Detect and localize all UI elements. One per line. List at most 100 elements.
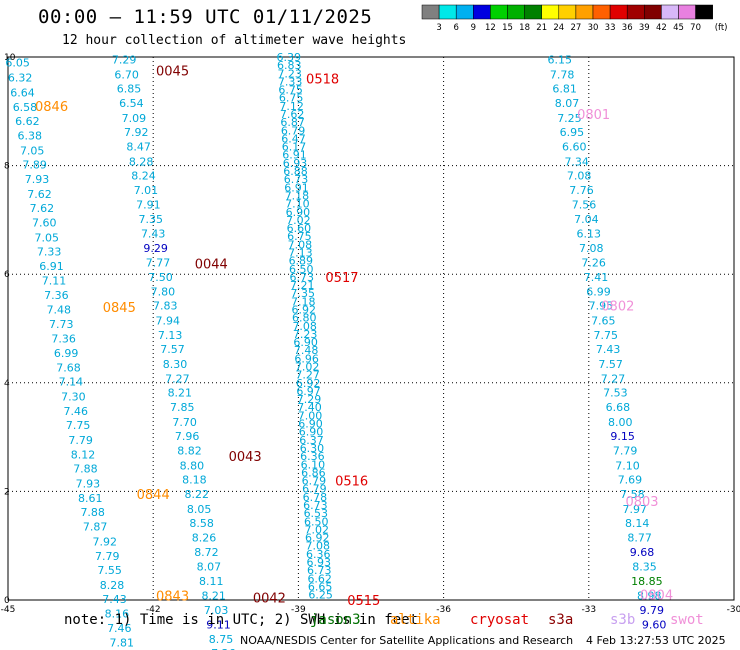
swh-value: 6.38 xyxy=(18,130,43,143)
pass-time-label: 0043 xyxy=(229,450,262,465)
scale-label: 39 xyxy=(639,23,650,33)
swh-value: 6.15 xyxy=(548,54,573,67)
pass-time-label: 0846 xyxy=(35,100,68,115)
swh-value: 8.07 xyxy=(197,560,222,573)
swh-value: 8.26 xyxy=(192,532,217,545)
swh-value: 7.58 xyxy=(620,488,645,501)
scale-label: 33 xyxy=(605,23,616,33)
scale-label: 3 xyxy=(436,23,441,33)
x-tick-label: -42 xyxy=(146,605,161,615)
pass-time-label: 0802 xyxy=(601,300,634,315)
swh-value: 7.02 xyxy=(295,361,320,374)
swh-value: 6.92 xyxy=(296,377,321,390)
swh-value: 6.62 xyxy=(15,115,40,128)
swh-value: 6.79 xyxy=(302,483,327,496)
swh-value: 7.95 xyxy=(589,300,614,313)
swh-value: 7.27 xyxy=(295,369,320,382)
swh-value: 9.11 xyxy=(206,618,231,631)
swh-value: 7.78 xyxy=(550,68,575,81)
pass-time-label: 0843 xyxy=(156,590,189,605)
swh-value: 6.91 xyxy=(39,260,64,273)
swh-value: 6.87 xyxy=(280,116,305,129)
swh-value: 6.13 xyxy=(577,227,602,240)
scale-label: 36 xyxy=(622,23,633,33)
scale-label: 42 xyxy=(656,23,667,33)
swh-value: 6.47 xyxy=(281,132,306,145)
swh-value: 7.88 xyxy=(73,463,98,476)
swh-value: 6.17 xyxy=(282,141,307,154)
swh-value: 6.99 xyxy=(586,286,611,299)
swh-value: 7.05 xyxy=(20,144,45,157)
swh-value: 8.07 xyxy=(555,97,580,110)
swh-value: 6.91 xyxy=(282,149,307,162)
scale-swatch xyxy=(421,4,440,20)
swh-value: 7.96 xyxy=(175,430,200,443)
pass-time-label: 0803 xyxy=(625,495,658,510)
satellite-legend-item: s3b xyxy=(610,612,636,628)
scale-label: 9 xyxy=(471,23,476,33)
y-tick-label: 4 xyxy=(4,379,10,389)
swh-value: 7.92 xyxy=(124,126,149,139)
swh-value: 6.25 xyxy=(308,589,333,602)
swh-value: 7.30 xyxy=(61,390,86,403)
swh-value: 7.08 xyxy=(292,320,317,333)
swh-value: 8.11 xyxy=(199,575,224,588)
swh-value: 7.11 xyxy=(42,275,67,288)
swh-value: 6.68 xyxy=(606,401,631,414)
pass-time-label: 0044 xyxy=(195,257,228,272)
y-tick-label: 2 xyxy=(4,487,10,497)
swh-value: 8.30 xyxy=(163,358,188,371)
swh-value: 7.53 xyxy=(603,387,628,400)
swh-value: 8.47 xyxy=(126,141,151,154)
swh-value: 6.89 xyxy=(289,255,314,268)
swh-value: 8.72 xyxy=(194,546,219,559)
swh-value: 7.92 xyxy=(93,535,118,548)
swh-value: 7.62 xyxy=(27,188,52,201)
swh-value: 6.79 xyxy=(281,124,306,137)
y-tick-label: 8 xyxy=(4,162,10,172)
swh-value: 7.02 xyxy=(305,523,330,536)
swh-value: 6.75 xyxy=(287,230,312,243)
scale-label: 24 xyxy=(553,23,564,33)
scale-label: 30 xyxy=(588,23,599,33)
swh-value: 8.28 xyxy=(129,155,154,168)
swh-value: 8.12 xyxy=(71,448,96,461)
pass-time-label: 0845 xyxy=(103,301,136,316)
swh-value: 8.05 xyxy=(187,503,212,516)
swh-value: 7.26 xyxy=(581,256,606,269)
swh-value: 6.39 xyxy=(276,51,301,64)
swh-value: 6.62 xyxy=(307,572,332,585)
scale-label: 12 xyxy=(485,23,496,33)
swh-value: 7.34 xyxy=(564,155,589,168)
swh-value: 7.65 xyxy=(591,314,616,327)
swh-value: 6.37 xyxy=(299,434,324,447)
pass-time-label: 0801 xyxy=(577,108,610,123)
swh-value: 6.99 xyxy=(54,347,79,360)
swh-value: 6.90 xyxy=(299,426,324,439)
swh-value: 7.33 xyxy=(278,75,303,88)
swh-value: 7.69 xyxy=(618,473,643,486)
swh-value: 8.98 xyxy=(637,590,662,603)
swh-value: 8.61 xyxy=(78,492,103,505)
swh-value: 6.32 xyxy=(8,72,33,85)
swh-value: 9.29 xyxy=(143,242,168,255)
pass-time-label: 0042 xyxy=(253,591,286,606)
plot-frame xyxy=(7,56,735,601)
swh-value: 6.79 xyxy=(302,475,327,488)
chart-subtitle: 12 hour collection of altimeter wave hei… xyxy=(62,33,407,48)
swh-value: 6.85 xyxy=(117,82,142,95)
x-tick-label: -39 xyxy=(291,605,306,615)
swh-value: 7.89 xyxy=(22,159,47,172)
scale-swatch xyxy=(490,4,508,20)
swh-value: 7.08 xyxy=(288,238,313,251)
swh-value: 9.79 xyxy=(639,604,664,617)
swh-value: 7.29 xyxy=(297,393,322,406)
swh-value: 7.09 xyxy=(122,112,147,125)
swh-value: 7.23 xyxy=(277,67,302,80)
swh-value: 7.40 xyxy=(297,401,322,414)
scale-swatch xyxy=(524,4,542,20)
swh-value: 6.83 xyxy=(277,59,302,72)
swh-value: 9.60 xyxy=(642,618,667,631)
swh-value: 8.22 xyxy=(185,488,210,501)
